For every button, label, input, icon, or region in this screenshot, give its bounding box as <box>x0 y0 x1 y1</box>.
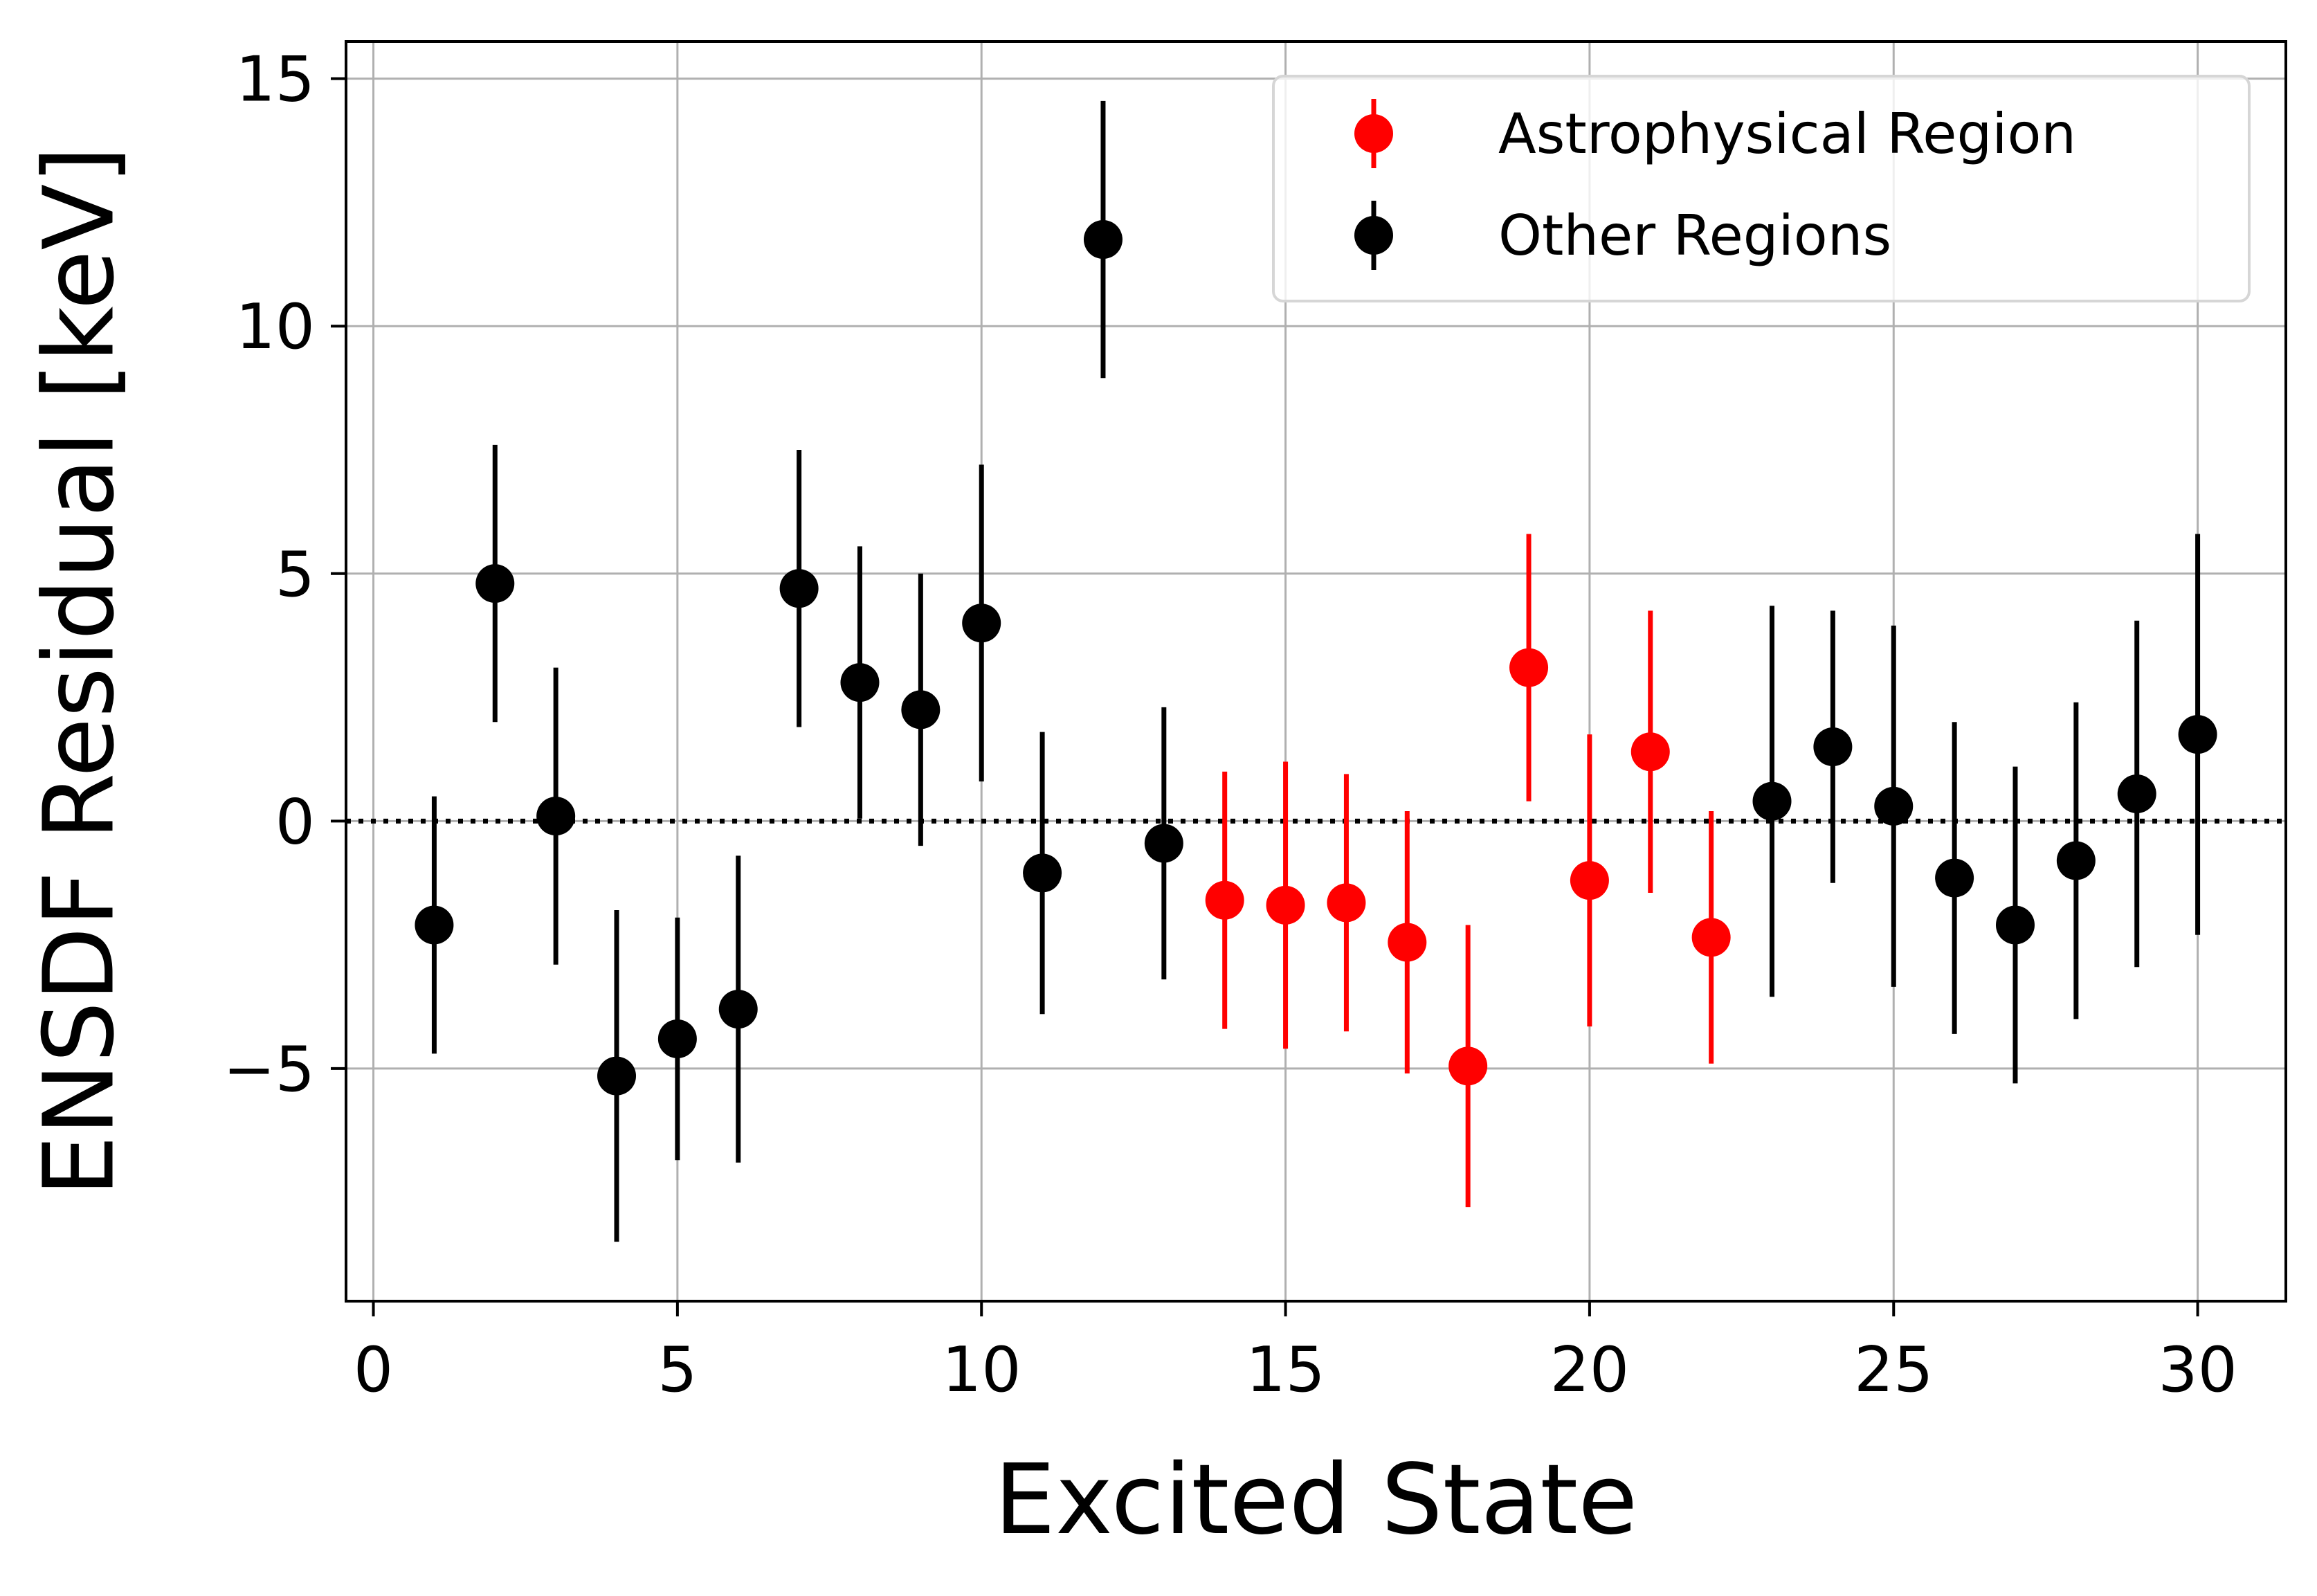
point-s0-x22 <box>1691 918 1731 957</box>
y-tick-label-15: 15 <box>235 44 315 116</box>
legend-entry-other: Other Regions <box>1354 201 1891 270</box>
x-tick-label-10: 10 <box>942 1334 1021 1406</box>
point-s1-x9 <box>901 690 941 729</box>
point-s1-x5 <box>657 1019 697 1058</box>
legend-label-astrophysical-region: Astrophysical Region <box>1498 102 2076 166</box>
point-s1-x10 <box>962 604 1001 643</box>
point-s0-x18 <box>1448 1046 1488 1086</box>
point-s1-x25 <box>1874 786 1914 826</box>
y-axis-ticks: −5 0 5 10 15 <box>223 44 346 1106</box>
x-tick-label-20: 20 <box>1550 1334 1630 1406</box>
point-s0-x21 <box>1630 732 1670 772</box>
x-tick-label-0: 0 <box>354 1334 393 1406</box>
point-s1-x29 <box>2117 774 2156 813</box>
point-s0-x15 <box>1266 885 1305 925</box>
legend: Astrophysical Region Other Regions <box>1272 75 2251 302</box>
point-s0-x19 <box>1509 648 1549 687</box>
legend-marker-red <box>1354 114 1393 153</box>
legend-marker-black <box>1354 216 1393 255</box>
y-tick-label-0: 0 <box>275 786 315 858</box>
legend-box <box>1272 75 2251 302</box>
point-s1-x27 <box>1995 905 2035 945</box>
point-s1-x4 <box>597 1056 637 1096</box>
x-tick-label-15: 15 <box>1246 1334 1325 1406</box>
point-s1-x30 <box>2178 715 2217 754</box>
point-s1-x11 <box>1023 853 1062 893</box>
point-s0-x17 <box>1388 923 1427 962</box>
y-tick-label--5: −5 <box>223 1033 315 1106</box>
point-s1-x1 <box>415 905 454 945</box>
y-axis-label: ENSDF Residual [keV] <box>24 146 136 1197</box>
point-s1-x24 <box>1813 727 1853 767</box>
x-tick-label-25: 25 <box>1854 1334 1934 1406</box>
plot-frame <box>345 40 2287 1303</box>
point-s1-x7 <box>779 569 819 608</box>
legend-entry-astrophysical: Astrophysical Region <box>1354 99 2076 168</box>
data-markers <box>415 220 2217 1096</box>
y-tick-label-10: 10 <box>235 291 315 363</box>
x-tick-label-30: 30 <box>2158 1334 2237 1406</box>
point-s1-x8 <box>840 663 880 702</box>
x-tick-label-5: 5 <box>657 1334 697 1406</box>
point-s1-x23 <box>1752 781 1792 821</box>
x-axis-label: Excited State <box>994 1444 1638 1557</box>
point-s1-x2 <box>475 564 515 604</box>
point-s1-x26 <box>1935 858 1974 898</box>
legend-label-other-regions: Other Regions <box>1498 203 1891 268</box>
point-s0-x16 <box>1327 883 1366 923</box>
point-s1-x3 <box>536 797 576 836</box>
point-s0-x14 <box>1205 880 1244 920</box>
point-s1-x28 <box>2056 841 2096 880</box>
y-tick-label-5: 5 <box>275 538 315 611</box>
point-s1-x12 <box>1083 220 1123 260</box>
point-s1-x13 <box>1144 824 1183 863</box>
point-s0-x20 <box>1570 861 1609 900</box>
point-s1-x6 <box>718 990 758 1029</box>
x-axis-ticks: 0 5 10 15 20 25 30 <box>354 1301 2237 1406</box>
